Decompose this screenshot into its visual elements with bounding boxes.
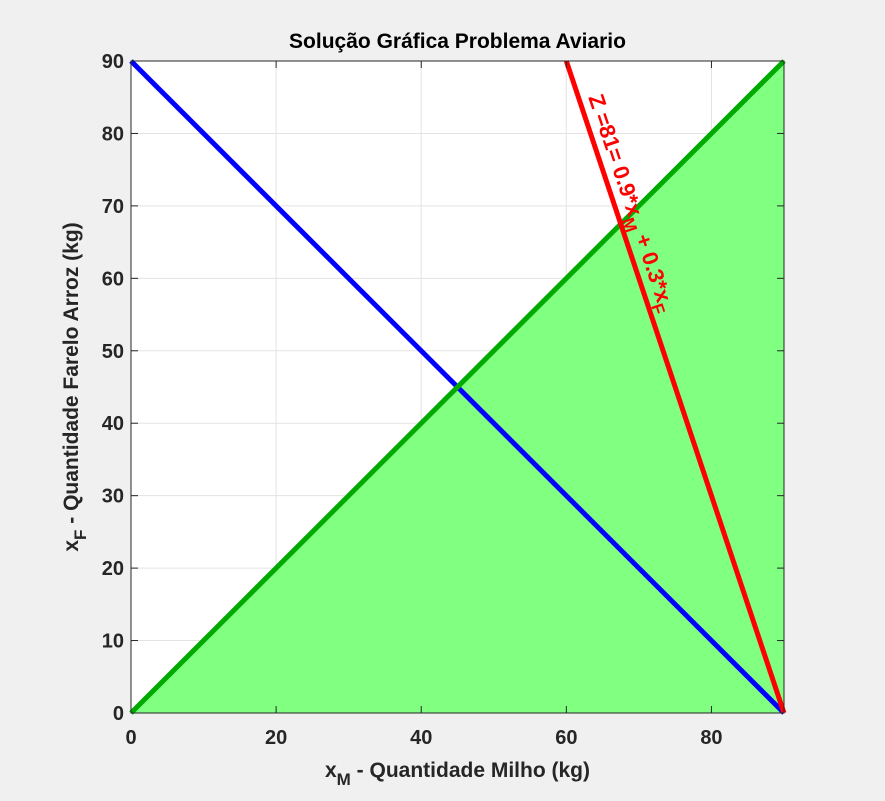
x-tick-label-4: 80 <box>700 727 722 749</box>
x-axis-label-sub: M <box>337 770 351 789</box>
series-line-1 <box>129 59 786 715</box>
y-tick-label-6: 60 <box>102 268 124 290</box>
axes-box <box>130 60 785 714</box>
y-tick-label-7: 70 <box>102 196 124 218</box>
y-axis-label-rest: - Quantidade Farelo Arroz (kg) <box>60 222 83 529</box>
y-axis-label: xF - Quantidade Farelo Arroz (kg) <box>60 222 90 551</box>
x-tick-label-0: 0 <box>125 727 136 749</box>
y-tick-label-9: 90 <box>102 51 124 73</box>
y-tick-label-4: 40 <box>102 413 124 435</box>
x-axis-label: xM - Quantidade Milho (kg) <box>325 759 590 789</box>
y-tick-label-1: 10 <box>102 631 124 653</box>
y-tick-label-0: 0 <box>113 703 124 725</box>
ticks-layer: 0 20 40 60 80 0 10 20 30 40 50 60 70 80 90 <box>102 51 784 749</box>
y-axis-label-main: x <box>60 540 83 552</box>
x-axis-label-main: x <box>325 759 337 782</box>
x-axis-label-rest: - Quantidade Milho (kg) <box>351 759 590 782</box>
y-tick-label-3: 30 <box>102 486 124 508</box>
x-tick-label-3: 60 <box>555 727 577 749</box>
y-tick-label-2: 20 <box>102 558 124 580</box>
x-tick-label-2: 40 <box>410 727 432 749</box>
y-tick-label-8: 80 <box>102 123 124 145</box>
chart-title: Solução Gráfica Problema Aviario <box>289 30 626 53</box>
x-tick-label-1: 20 <box>265 727 287 749</box>
y-axis-label-sub: F <box>71 530 90 540</box>
y-tick-label-5: 50 <box>102 341 124 363</box>
series-line-2 <box>563 60 787 714</box>
annotation-0-part-1: M <box>618 215 641 234</box>
series-layer <box>129 59 787 715</box>
